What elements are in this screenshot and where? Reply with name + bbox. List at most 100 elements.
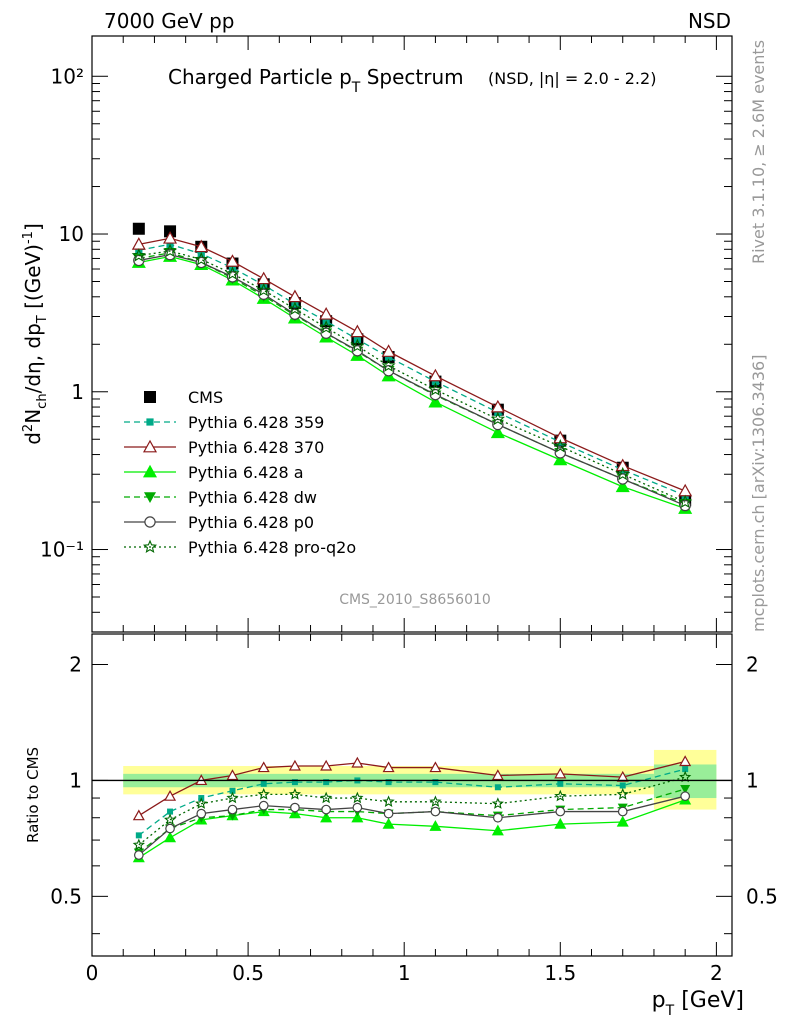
main-series-7 (131, 243, 693, 509)
main-data-point (615, 479, 630, 493)
ratio-data-point (323, 779, 330, 786)
ratio-data-point (132, 809, 145, 821)
ratio-data-point (491, 824, 504, 836)
legend-label: CMS (188, 388, 223, 407)
legend-marker (144, 492, 156, 503)
ratio-data-point (320, 759, 333, 771)
ratio-data-point (133, 850, 144, 860)
legend-entry-3: Pythia 6.428 370 (124, 438, 324, 457)
rivet-label: Rivet 3.1.10, ≥ 2.6M events (749, 40, 768, 264)
legend-marker (142, 439, 158, 453)
ratio-data-point (429, 820, 442, 831)
ratio-series-line (138, 768, 686, 836)
legend-label: Pythia 6.428 370 (188, 438, 324, 457)
legend-entry-2: Pythia 6.428 359 (124, 413, 324, 432)
ratio-data-point (320, 791, 333, 804)
ratio-data-point (288, 787, 302, 800)
ratio-series-line (138, 799, 686, 859)
ratio-data-point (679, 755, 692, 767)
legend-marker (142, 539, 158, 554)
chart-subtitle: (NSD, |η| = 2.0 - 2.2) (488, 69, 656, 88)
ratio-data-point (227, 804, 238, 815)
ratio-data-point (258, 800, 269, 811)
ratio-data-point (619, 782, 626, 789)
main-data-point (381, 344, 396, 357)
main-data-point (132, 222, 145, 235)
ratio-data-point (351, 756, 364, 768)
ratio-series-layer (132, 755, 692, 863)
ratio-data-point (291, 779, 298, 786)
main-series-line (138, 243, 686, 497)
main-data-point (131, 248, 146, 262)
y-axis-label-ratio: Ratio to CMS (24, 747, 42, 843)
ratio-data-point (555, 806, 566, 817)
ratio-data-point (680, 791, 691, 802)
legend-label: Pythia 6.428 359 (188, 413, 324, 432)
legend: CMS Pythia 6.428 359 Pythia 6.428 370 Pythi… (124, 388, 356, 557)
main-data-point (431, 377, 440, 386)
ratio-data-point (679, 770, 692, 783)
ratio-data-point (135, 832, 142, 839)
main-data-point (350, 338, 365, 353)
ratio-data-point (383, 808, 394, 819)
ratio-y-tick-label: 1 (69, 768, 82, 792)
main-data-point (225, 266, 240, 280)
main-data-point (319, 320, 334, 334)
ratio-data-point (260, 780, 267, 787)
ratio-series-line (138, 795, 686, 856)
x-tick-label: 1.5 (544, 961, 576, 985)
ratio-data-point (616, 787, 629, 800)
ratio-series-line (138, 760, 686, 817)
main-data-point (490, 425, 505, 439)
ratio-data-point (226, 791, 239, 804)
ratio-series-3 (132, 793, 692, 863)
ratio-series-line (138, 788, 686, 853)
main-data-point (490, 411, 505, 426)
main-y-tick-label: 10⁻¹ (40, 538, 84, 562)
main-data-point (428, 394, 443, 408)
analysis-tag: CMS_2010_S8656010 (339, 592, 491, 608)
legend-entry-4: Pythia 6.428 a (124, 463, 304, 482)
ratio-data-point (680, 784, 691, 794)
main-y-tick-label: 1 (71, 380, 84, 404)
main-y-tick-label: 10² (51, 64, 84, 88)
main-data-point (428, 368, 443, 382)
main-data-point (287, 301, 302, 315)
main-series-2 (135, 240, 689, 500)
ratio-data-point (227, 811, 238, 821)
header-right: NSD (688, 9, 731, 33)
main-series-line (138, 253, 686, 507)
x-tick-label: 0.5 (232, 961, 264, 985)
ratio-data-point (226, 769, 239, 781)
ratio-y-tick-label-right: 2 (746, 652, 759, 676)
main-data-point (384, 353, 393, 361)
main-data-point (553, 430, 568, 444)
ratio-data-point (290, 802, 300, 813)
ratio-data-point (491, 769, 504, 781)
header-left: 7000 GeV pp (104, 9, 235, 33)
ratio-data-point (352, 802, 363, 813)
axes-layer: 0 0.5 1 1.5 2 10⁻¹ 1 10 10² 0.5 0.5 1 1 2 2 (40, 35, 778, 985)
main-data-point (163, 231, 178, 244)
legend-label: Pythia 6.428 pro-q2o (188, 538, 356, 557)
main-data-point (381, 358, 396, 372)
ratio-y-tick-label: 2 (69, 652, 82, 676)
ratio-data-point (351, 791, 364, 804)
main-data-point (678, 483, 693, 497)
ratio-data-point (493, 812, 503, 823)
main-data-point (428, 382, 443, 396)
ratio-data-point (196, 808, 207, 819)
ratio-data-point (430, 806, 441, 817)
main-data-point (553, 439, 568, 453)
legend-entry-7: Pythia 6.428 pro-q2o (124, 538, 356, 557)
ratio-data-point (554, 789, 567, 802)
main-data-point (615, 458, 630, 472)
ratio-data-point (382, 817, 395, 829)
main-series-3 (131, 231, 693, 497)
ratio-series-5 (133, 791, 691, 860)
ratio-data-point (164, 789, 177, 801)
ratio-data-point (167, 808, 174, 815)
main-data-point (162, 243, 178, 258)
ratio-data-point (491, 797, 504, 809)
ratio-data-point (554, 767, 567, 779)
